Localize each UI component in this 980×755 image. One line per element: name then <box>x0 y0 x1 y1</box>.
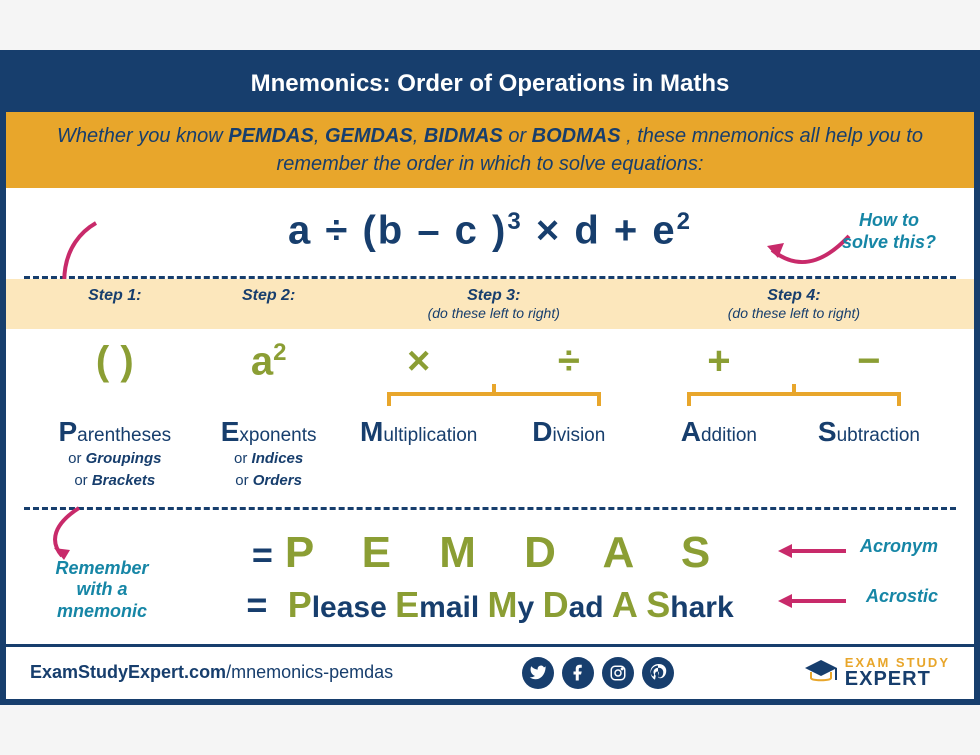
subtitle-bar: Whether you know PEMDAS, GEMDAS, BIDMAS … <box>6 112 974 188</box>
word-parentheses: Parentheses <box>36 416 194 448</box>
footer: ExamStudyExpert.com/mnemonics-pemdas <box>6 644 974 699</box>
subtitle-pre: Whether you know <box>57 125 228 147</box>
step-1-label: Step 1: <box>36 287 194 305</box>
symbol-multiply: × <box>344 339 494 384</box>
symbol-row: ( ) a2 × ÷ + − <box>6 329 974 384</box>
facebook-icon[interactable] <box>562 657 594 689</box>
mnemonic-4: BODMAS <box>532 125 621 147</box>
word-addition: Addition <box>644 416 794 448</box>
cap-icon <box>803 658 839 688</box>
step-3-label: Step 3: (do these left to right) <box>344 287 644 321</box>
equation-row: a ÷ (b – c )3 × d + e2 How to solve this… <box>6 188 974 275</box>
symbol-subtract: − <box>794 339 944 384</box>
acrostic-line: = Please Email My Dad A Shark <box>36 584 944 626</box>
word-exponents: Exponents <box>194 416 344 448</box>
alt-row: or Groupings or Brackets or Indices or O… <box>6 448 974 507</box>
title-bar: Mnemonics: Order of Operations in Maths <box>6 56 974 112</box>
word-subtraction: Subtraction <box>794 416 944 448</box>
label-acrostic: Acrostic <box>866 586 938 607</box>
alt-exponents: or Indices or Orders <box>194 448 344 493</box>
pinterest-icon[interactable] <box>642 657 674 689</box>
bracket-md-icon <box>379 384 609 410</box>
howto-label: How to solve this? <box>842 210 936 253</box>
twitter-icon[interactable] <box>522 657 554 689</box>
infographic-frame: Mnemonics: Order of Operations in Maths … <box>0 50 980 705</box>
brand-logo: EXAM STUDY EXPERT <box>803 657 950 688</box>
symbol-parentheses: ( ) <box>36 339 194 384</box>
arrow-howto <box>764 228 854 278</box>
mnemonic-3: BIDMAS <box>424 125 503 147</box>
symbol-add: + <box>644 339 794 384</box>
acronym-line: =P E M D A S <box>36 528 944 578</box>
social-icons <box>522 657 674 689</box>
footer-url: ExamStudyExpert.com/mnemonics-pemdas <box>30 662 393 683</box>
mnemonic-tip: Remember with a mnemonic <box>42 558 162 623</box>
mnemonic-block: Remember with a mnemonic =P E M D A S Ac… <box>6 510 974 644</box>
equation: a ÷ (b – c )3 × d + e2 <box>288 208 692 253</box>
symbol-exponent: a2 <box>194 339 344 384</box>
word-multiplication: Multiplication <box>344 416 494 448</box>
instagram-icon[interactable] <box>602 657 634 689</box>
mnemonic-2: GEMDAS <box>325 125 413 147</box>
steps-band: Step 1: Step 2: Step 3: (do these left t… <box>6 279 974 329</box>
bracket-row <box>6 384 974 410</box>
label-acronym: Acronym <box>860 536 938 557</box>
word-row: Parentheses Exponents Multiplication Div… <box>6 410 974 448</box>
mnemonic-1: PEMDAS <box>228 125 314 147</box>
alt-parentheses: or Groupings or Brackets <box>36 448 194 493</box>
step-2-label: Step 2: <box>194 287 344 305</box>
bracket-as-icon <box>679 384 909 410</box>
symbol-divide: ÷ <box>494 339 644 384</box>
word-division: Division <box>494 416 644 448</box>
step-4-label: Step 4: (do these left to right) <box>644 287 944 321</box>
